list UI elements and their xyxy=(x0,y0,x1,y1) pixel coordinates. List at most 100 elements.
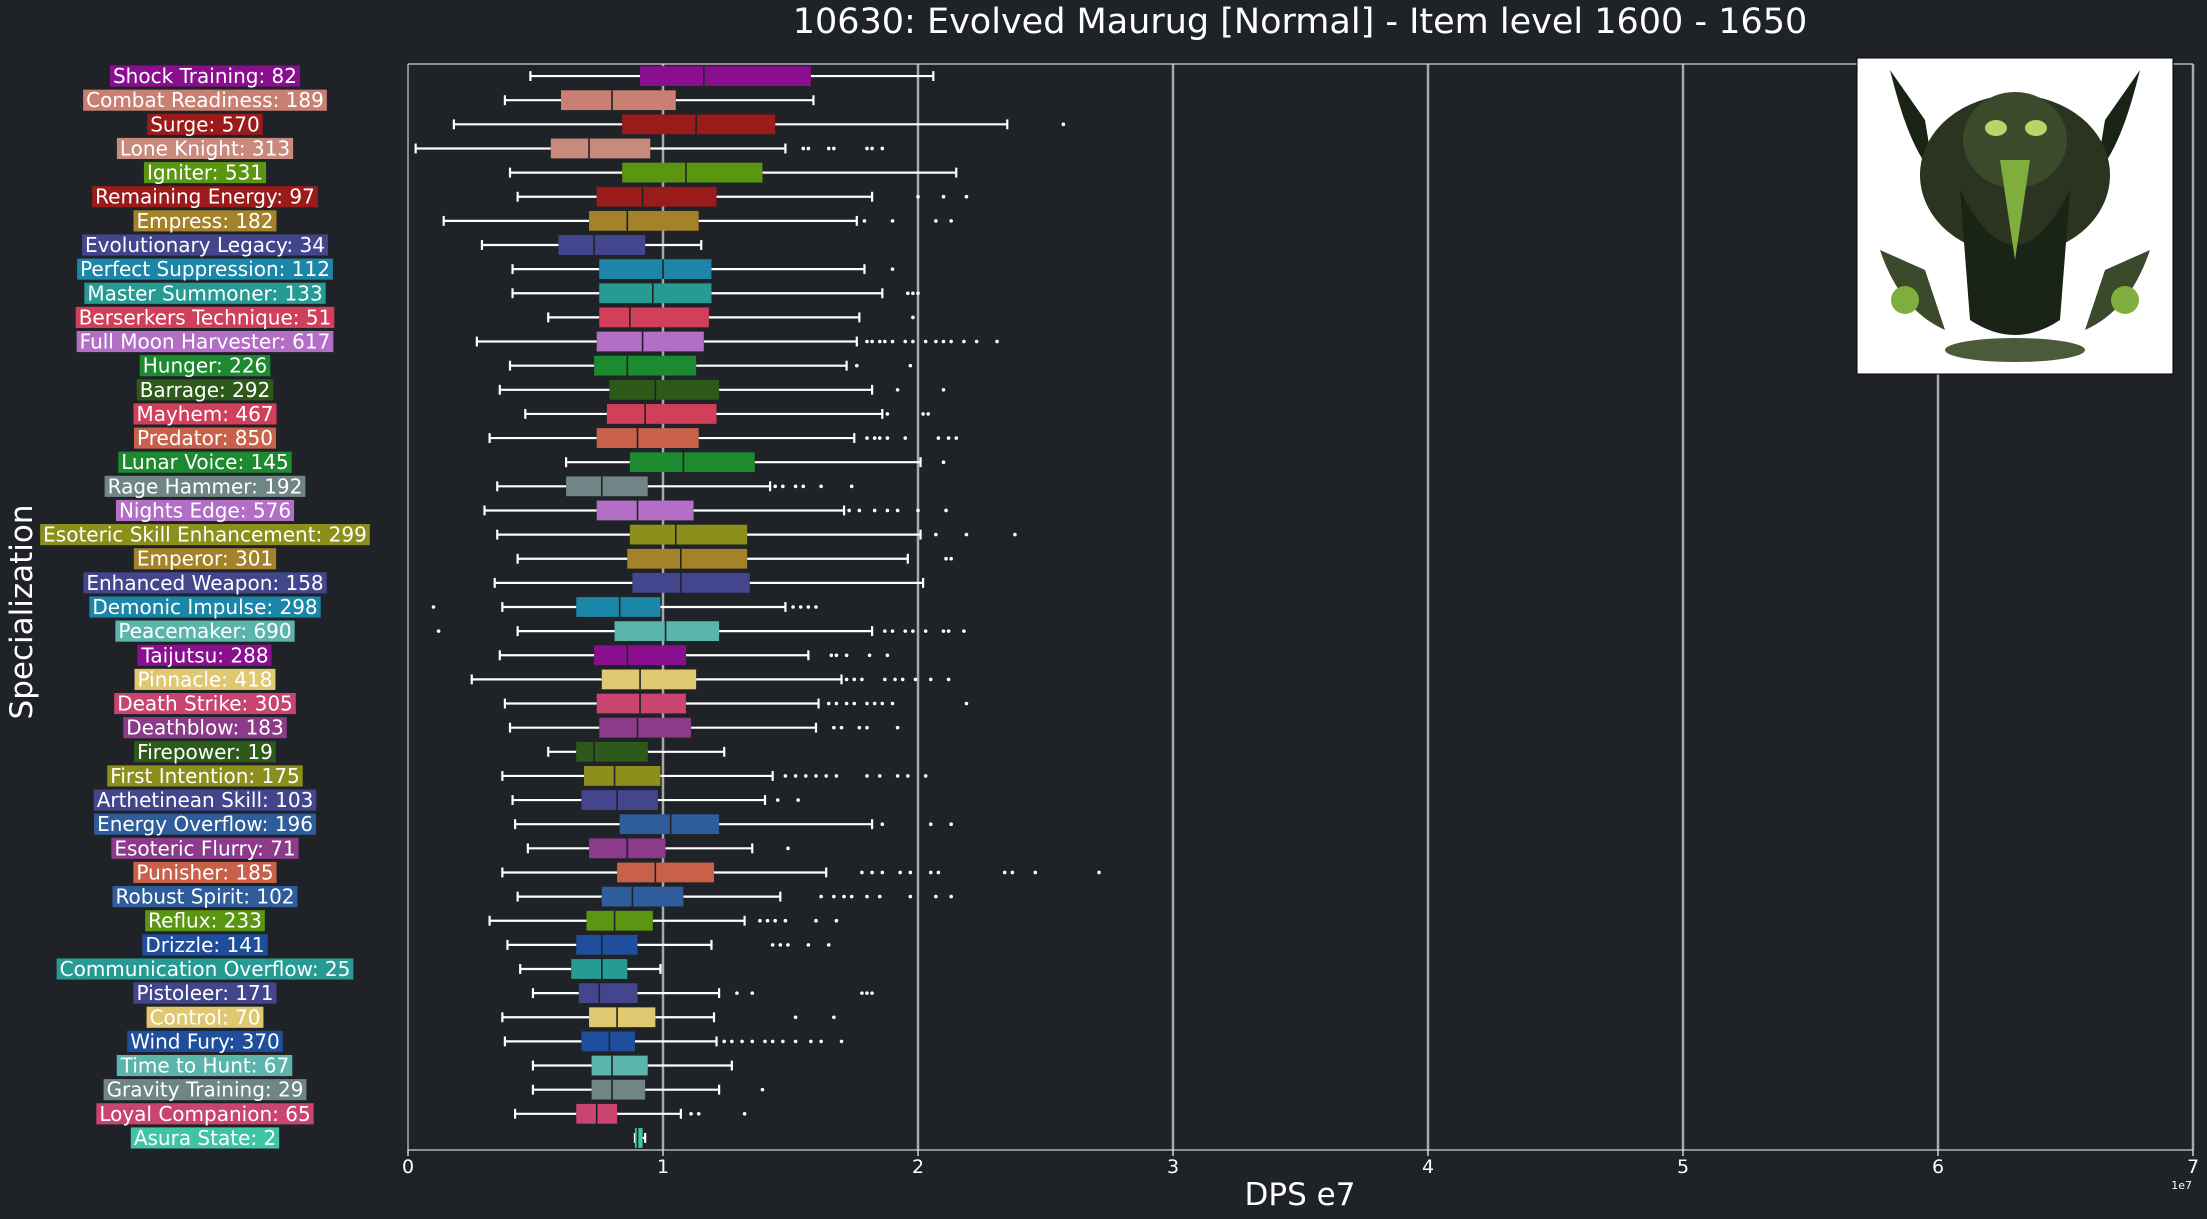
box-series xyxy=(564,452,946,473)
y-tick-label: Wind Fury: 370 xyxy=(127,1029,283,1053)
flier xyxy=(885,653,890,658)
box-series xyxy=(452,114,1066,135)
y-tick-label: Drizzle: 141 xyxy=(142,933,268,957)
box-series xyxy=(547,741,726,762)
y-tick-label-bg xyxy=(143,162,267,184)
flier xyxy=(923,339,928,344)
y-tick-label-text: Rage Hammer: 192 xyxy=(108,474,303,498)
flier xyxy=(885,508,890,513)
y-tick-label-bg xyxy=(134,427,276,449)
box xyxy=(619,814,720,835)
flier xyxy=(834,701,839,706)
y-tick-label-bg xyxy=(76,330,334,353)
flier xyxy=(763,1039,767,1044)
y-tick-label: Taijutsu: 288 xyxy=(137,643,272,667)
flier xyxy=(928,677,933,682)
y-tick-label-bg xyxy=(111,837,299,859)
y-tick-label-text: Gravity Training: 29 xyxy=(107,1078,304,1102)
flier xyxy=(867,653,872,658)
flier xyxy=(916,291,920,296)
y-tick-label-text: Lunar Voice: 145 xyxy=(121,450,288,474)
flier xyxy=(814,918,818,923)
y-tick-label-bg xyxy=(137,644,272,666)
box xyxy=(586,910,653,931)
y-tick-label: First Intention: 175 xyxy=(107,764,303,788)
y-tick-label: Master Summoner: 133 xyxy=(84,281,326,305)
flier xyxy=(852,701,857,706)
y-tick-label-text: Hunger: 226 xyxy=(143,354,268,378)
y-tick-label-bg xyxy=(127,1030,283,1052)
flier xyxy=(696,1112,701,1116)
flier xyxy=(895,508,900,513)
flier xyxy=(781,1039,785,1044)
flier xyxy=(865,774,869,778)
y-tick-label: Reflux: 233 xyxy=(145,909,265,933)
flier xyxy=(832,1015,836,1020)
y-tick-label-bg xyxy=(92,186,318,208)
box xyxy=(591,1055,648,1076)
y-tick-label-text: Evolutionary Legacy: 34 xyxy=(85,233,325,257)
box-series xyxy=(529,66,935,86)
box xyxy=(576,741,648,762)
flier xyxy=(928,822,933,826)
box xyxy=(599,307,709,328)
y-tick-label: Igniter: 531 xyxy=(143,161,267,185)
flier xyxy=(860,991,864,995)
flier xyxy=(849,484,854,489)
flier xyxy=(883,339,887,344)
flier xyxy=(906,291,910,296)
box-series xyxy=(511,790,800,810)
y-tick-label-bg xyxy=(133,861,277,884)
box xyxy=(566,476,648,497)
box-series xyxy=(475,331,999,352)
y-tick-label: Robust Spirit: 102 xyxy=(112,885,298,909)
flier xyxy=(758,918,762,923)
y-tick-label-text: Energy Overflow: 196 xyxy=(97,812,313,836)
box-series xyxy=(488,428,959,448)
flier xyxy=(793,774,798,778)
y-tick-label-bg xyxy=(145,910,265,932)
box-series xyxy=(431,597,818,617)
y-tick-label: Peacemaker: 690 xyxy=(115,619,295,643)
flier xyxy=(946,629,951,633)
flier xyxy=(786,943,790,947)
box-series xyxy=(496,476,854,497)
y-tick-label-bg xyxy=(133,982,277,1004)
flier xyxy=(885,436,890,440)
flier xyxy=(908,894,913,899)
flier xyxy=(911,629,915,633)
flier xyxy=(964,701,969,706)
y-tick-label-text: Deathblow: 183 xyxy=(126,716,284,740)
flier xyxy=(814,774,818,778)
flier xyxy=(826,701,831,706)
y-tick-label-text: Punisher: 185 xyxy=(136,860,273,884)
box xyxy=(571,959,628,979)
flier xyxy=(877,339,882,344)
y-tick-label-text: Time to Hunt: 67 xyxy=(120,1054,290,1078)
x-tick-label: 4 xyxy=(1422,1156,1434,1178)
y-tick-label: Empress: 182 xyxy=(133,209,277,233)
flier xyxy=(834,774,839,778)
flier xyxy=(832,894,836,899)
flier xyxy=(760,1087,765,1092)
y-tick-label-text: Peacemaker: 690 xyxy=(118,619,291,643)
box-series xyxy=(436,621,966,642)
flier xyxy=(796,798,800,802)
y-tick-label-text: Esoteric Flurry: 71 xyxy=(114,836,295,860)
flier xyxy=(903,436,908,440)
flier xyxy=(934,219,938,223)
x-axis-title: DPS e7 xyxy=(1245,1177,1356,1213)
box xyxy=(634,1128,643,1148)
box-series xyxy=(531,1055,733,1076)
y-tick-label: Predator: 850 xyxy=(134,426,276,450)
y-tick-label: Loyal Companion: 65 xyxy=(96,1102,314,1126)
flier xyxy=(890,267,895,271)
flier xyxy=(934,532,938,537)
flier xyxy=(801,484,806,489)
box-series xyxy=(488,910,839,931)
box xyxy=(606,404,717,424)
y-tick-label-text: Wind Fury: 370 xyxy=(130,1029,280,1053)
y-tick-label: Esoteric Flurry: 71 xyxy=(111,836,299,860)
flier xyxy=(921,412,925,416)
flier xyxy=(791,605,795,609)
